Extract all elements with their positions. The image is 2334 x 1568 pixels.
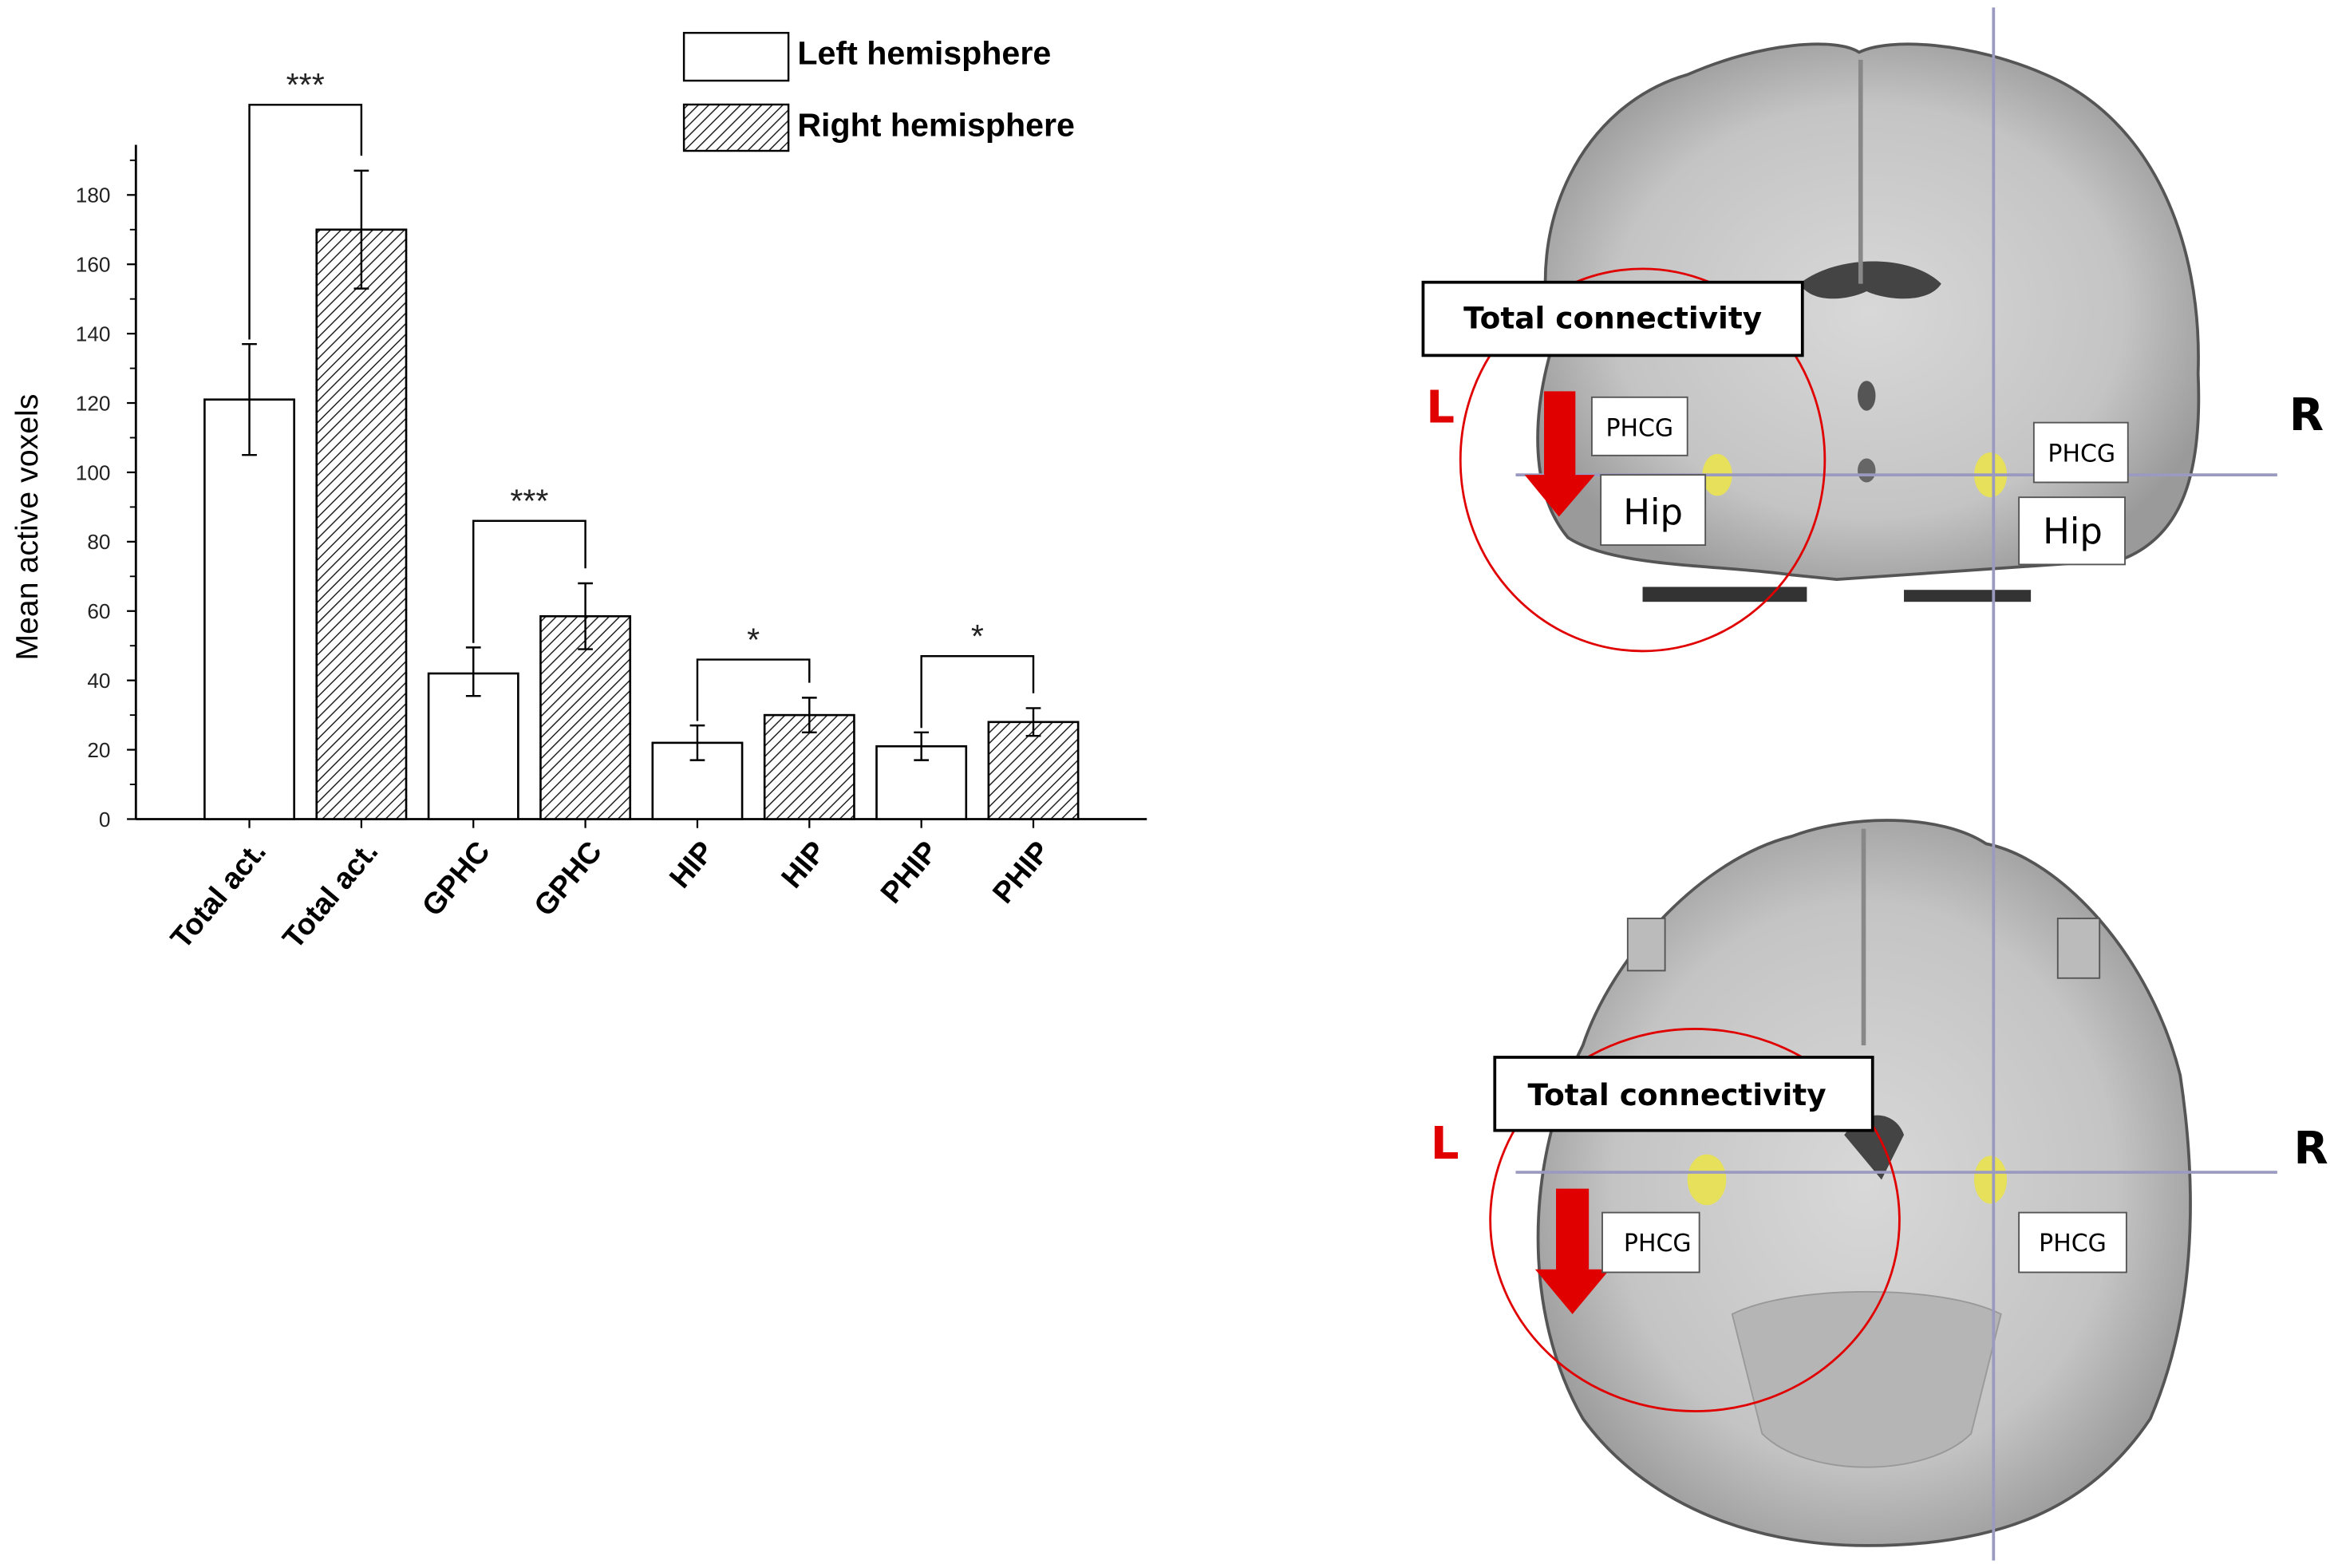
category-label: PHIP [874, 835, 944, 910]
y-tick-label: 20 [87, 738, 110, 762]
down-arrow-icon [1524, 391, 1595, 517]
category-label: Total act. [276, 835, 385, 955]
category-label: PHIP [985, 835, 1056, 910]
significance-label: *** [286, 66, 325, 103]
bar-right [315, 228, 408, 820]
y-tick-label: 80 [87, 530, 110, 554]
bar-chart: Mean active voxels 0 20 40 60 80 100 120 140 160… [10, 31, 1147, 955]
y-tick-label: 60 [87, 599, 110, 623]
y-tick-label: 120 [76, 391, 111, 415]
significance-label: *** [510, 483, 548, 519]
bar-left [427, 672, 519, 820]
significance-bracket [696, 658, 811, 721]
title-box-top [1421, 280, 1804, 357]
significance-bracket [472, 519, 586, 643]
y-axis-label: Mean active voxels [10, 394, 45, 661]
y-tick-label: 40 [87, 669, 110, 693]
y-tick-label: 140 [76, 322, 111, 346]
legend-swatch-right [682, 103, 790, 152]
label-hip-left-top: Hip [1623, 491, 1683, 533]
label-phcg-left-bottom: PHCG [1624, 1230, 1692, 1258]
significance-label: * [971, 618, 984, 654]
right-marker-bottom: R [2293, 1123, 2328, 1175]
label-phcg-right-top: PHCG [2048, 440, 2115, 468]
y-tick-label: 100 [76, 460, 111, 484]
brain-images: Total connectivity L R PHCG Hip PHCG Hip… [1421, 7, 2328, 1561]
legend-swatch-left [682, 31, 790, 82]
label-phcg-right-bottom: PHCG [2039, 1230, 2107, 1258]
category-label: GPHC [527, 835, 609, 922]
y-tick-label: 180 [76, 184, 111, 207]
title-bottom: Total connectivity [1528, 1077, 1827, 1112]
category-label: Total act. [164, 835, 272, 955]
bar-right [987, 721, 1080, 820]
category-label: HIP [775, 835, 832, 895]
left-marker-bottom: L [1431, 1118, 1459, 1170]
legend: Left hemisphere Right hemisphere [682, 31, 1075, 152]
right-marker-top: R [2289, 389, 2324, 441]
title-top: Total connectivity [1463, 301, 1762, 336]
legend-label-right: Right hemisphere [797, 106, 1075, 143]
legend-label-left: Left hemisphere [797, 34, 1051, 71]
bar-left [203, 398, 295, 820]
axial-slice [1536, 819, 2192, 1547]
title-box-bottom [1493, 1056, 1874, 1132]
label-phcg-left-top: PHCG [1605, 414, 1673, 442]
highlight-left-phcg [1687, 1154, 1727, 1206]
category-label: HIP [662, 835, 720, 895]
y-tick-label: 160 [76, 253, 111, 277]
significance-bracket [248, 104, 363, 340]
red-circle-bottom [1489, 1028, 1901, 1412]
category-label: GPHC [415, 835, 496, 922]
significance-label: * [747, 621, 760, 658]
label-hip-right-top: Hip [2043, 510, 2103, 552]
y-tick-label: 0 [99, 808, 111, 831]
left-marker-top: L [1426, 382, 1455, 434]
red-circle-top [1459, 267, 1827, 653]
down-arrow-icon [1534, 1188, 1610, 1314]
significance-bracket [920, 655, 1035, 729]
highlight-right-phcg [1973, 1155, 2008, 1204]
